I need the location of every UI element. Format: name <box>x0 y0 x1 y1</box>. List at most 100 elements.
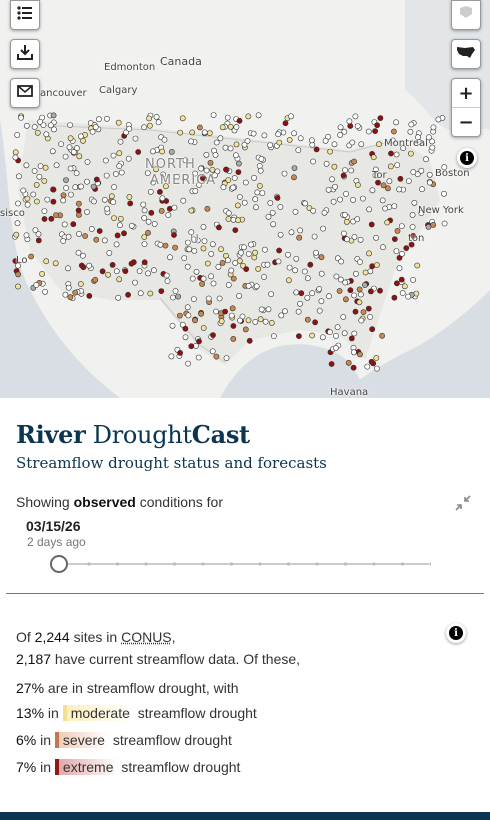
site-marker[interactable] <box>310 158 316 165</box>
site-marker[interactable] <box>372 128 378 134</box>
site-marker[interactable] <box>188 207 195 214</box>
site-marker[interactable] <box>209 241 216 248</box>
site-marker[interactable] <box>177 349 183 356</box>
site-marker[interactable] <box>297 227 304 234</box>
site-marker[interactable] <box>198 165 204 172</box>
site-marker[interactable] <box>351 330 358 337</box>
site-marker[interactable] <box>366 206 372 213</box>
site-marker[interactable] <box>132 135 139 142</box>
site-marker[interactable] <box>159 148 165 155</box>
site-marker[interactable] <box>372 172 379 179</box>
site-marker[interactable] <box>163 272 170 279</box>
site-marker[interactable] <box>215 263 222 270</box>
site-marker[interactable] <box>20 187 27 194</box>
site-marker[interactable] <box>168 353 175 360</box>
site-marker[interactable] <box>410 276 416 283</box>
site-marker[interactable] <box>340 314 347 320</box>
site-marker[interactable] <box>162 183 169 190</box>
site-marker[interactable] <box>356 299 363 306</box>
legend-button[interactable] <box>10 0 40 30</box>
site-marker[interactable] <box>250 130 257 137</box>
site-marker[interactable] <box>103 172 110 179</box>
site-marker[interactable] <box>233 124 240 130</box>
site-marker[interactable] <box>224 257 231 264</box>
site-marker[interactable] <box>52 260 59 267</box>
site-marker[interactable] <box>441 220 448 227</box>
site-marker[interactable] <box>369 263 376 270</box>
site-marker[interactable] <box>213 353 220 360</box>
site-marker[interactable] <box>425 134 432 141</box>
site-marker[interactable] <box>326 293 332 300</box>
site-marker[interactable] <box>126 125 133 132</box>
basemap-button[interactable] <box>451 0 481 30</box>
site-marker[interactable] <box>292 208 299 215</box>
site-marker[interactable] <box>246 337 253 344</box>
site-marker[interactable] <box>248 241 254 248</box>
site-marker[interactable] <box>117 222 123 229</box>
site-marker[interactable] <box>358 291 364 298</box>
site-marker[interactable] <box>268 291 274 297</box>
site-marker[interactable] <box>328 361 335 367</box>
site-marker[interactable] <box>408 121 415 128</box>
site-marker[interactable] <box>354 123 361 129</box>
site-marker[interactable] <box>70 221 77 228</box>
site-marker[interactable] <box>242 179 249 186</box>
site-marker[interactable] <box>28 253 34 260</box>
site-marker[interactable] <box>84 178 90 185</box>
site-marker[interactable] <box>347 123 354 129</box>
site-marker[interactable] <box>426 171 433 178</box>
site-marker[interactable] <box>67 294 74 301</box>
site-marker[interactable] <box>350 196 356 203</box>
site-marker[interactable] <box>352 113 359 120</box>
site-marker[interactable] <box>117 215 124 222</box>
site-marker[interactable] <box>220 184 227 191</box>
site-marker[interactable] <box>411 199 418 206</box>
site-marker[interactable] <box>186 246 193 253</box>
site-marker[interactable] <box>373 355 380 361</box>
site-marker[interactable] <box>222 144 229 151</box>
site-marker[interactable] <box>218 318 225 325</box>
site-marker[interactable] <box>399 290 406 296</box>
site-marker[interactable] <box>63 177 69 183</box>
site-marker[interactable] <box>61 221 68 228</box>
site-marker[interactable] <box>286 136 293 143</box>
site-marker[interactable] <box>259 190 266 196</box>
site-marker[interactable] <box>418 210 425 216</box>
site-marker[interactable] <box>199 281 205 287</box>
site-marker[interactable] <box>141 241 148 247</box>
site-marker[interactable] <box>12 258 19 264</box>
site-marker[interactable] <box>257 316 264 323</box>
site-marker[interactable] <box>311 233 318 240</box>
site-marker[interactable] <box>199 175 206 181</box>
site-marker[interactable] <box>169 294 176 301</box>
site-marker[interactable] <box>419 186 425 193</box>
site-marker[interactable] <box>192 170 198 177</box>
site-marker[interactable] <box>418 167 425 174</box>
site-marker[interactable] <box>173 173 180 180</box>
site-marker[interactable] <box>307 261 314 268</box>
site-marker[interactable] <box>225 210 232 217</box>
site-marker[interactable] <box>291 130 297 137</box>
site-marker[interactable] <box>39 270 45 277</box>
site-marker[interactable] <box>193 268 200 275</box>
site-marker[interactable] <box>128 222 135 229</box>
site-marker[interactable] <box>231 175 238 181</box>
site-marker[interactable] <box>252 318 259 325</box>
site-marker[interactable] <box>228 267 235 274</box>
site-marker[interactable] <box>265 306 272 313</box>
site-marker[interactable] <box>351 292 357 299</box>
site-marker[interactable] <box>393 151 400 158</box>
site-marker[interactable] <box>308 137 315 144</box>
site-marker[interactable] <box>194 237 201 244</box>
site-marker[interactable] <box>357 351 363 358</box>
site-marker[interactable] <box>128 260 135 267</box>
site-marker[interactable] <box>42 164 49 171</box>
site-marker[interactable] <box>110 152 117 159</box>
site-marker[interactable] <box>387 163 394 170</box>
site-marker[interactable] <box>237 249 244 256</box>
site-marker[interactable] <box>368 221 375 228</box>
site-marker[interactable] <box>262 318 269 325</box>
site-marker[interactable] <box>63 185 69 191</box>
site-marker[interactable] <box>219 259 226 266</box>
site-marker[interactable] <box>369 326 376 333</box>
